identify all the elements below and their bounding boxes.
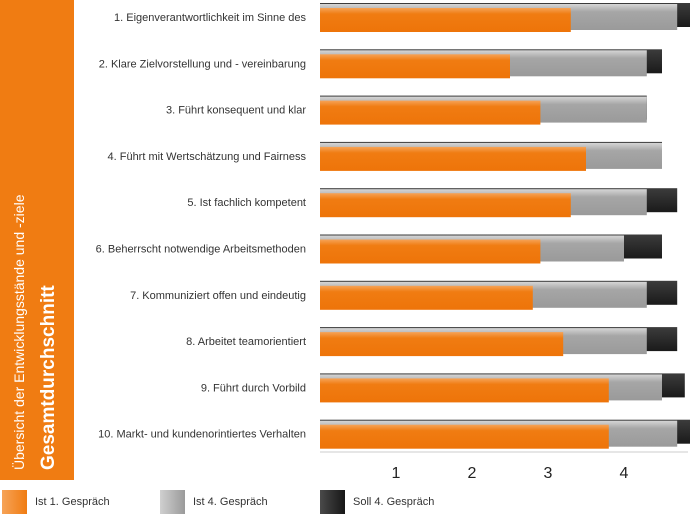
legend: Ist 1. Gespräch Ist 4. Gespräch Soll 4. … [0,488,690,516]
bar-ist-1-9 [320,378,609,403]
x-axis: 12345 [320,451,688,482]
category-label-4: 4. Führt mit Wertschätzung und Fairness [108,151,307,163]
legend-swatch-gray [160,490,185,514]
category-label-10: 10. Markt- und kundenorintiertes Verhalt… [98,429,306,441]
chart: 1. Eigenverantwortlichkeit im Sinne des 2… [96,3,690,482]
side-title: Gesamtdurchschnitt [38,285,59,470]
bar-ist-1-2 [320,54,510,79]
category-label-5: 5. Ist fachlich kompetent [187,197,306,209]
legend-swatch-dark [320,490,345,514]
side-band-titles: Übersicht der Entwicklungsstände und -zi… [10,194,59,470]
bar-ist-1-8 [320,332,564,357]
x-tick-label-2: 2 [468,465,477,482]
bar-ist-1-5 [320,193,571,218]
legend-label-ist-4: Ist 4. Gespräch [193,496,268,508]
category-label-6: 6. Beherrscht notwendige Arbeitsmethoden [96,244,306,256]
legend-label-soll-4: Soll 4. Gespräch [353,496,435,508]
bar-ist-1-10 [320,424,609,449]
legend-item-soll-4: Soll 4. Gespräch [320,488,434,516]
bar-ist-1-7 [320,285,533,310]
category-labels: 1. Eigenverantwortlichkeit im Sinne des 2… [96,12,307,441]
category-label-3: 3. Führt konsequent und klar [166,105,306,117]
category-label-9: 9. Führt durch Vorbild [201,382,306,394]
bar-ist-1-4 [320,146,586,171]
legend-label-ist-1: Ist 1. Gespräch [35,496,110,508]
side-subtitle: Übersicht der Entwicklungsstände und -zi… [10,194,27,470]
bar-ist-1-1 [320,8,571,32]
bars-layer [320,3,690,449]
legend-item-ist-4: Ist 4. Gespräch [160,488,268,516]
category-label-8: 8. Arbeitet teamorientiert [186,336,306,348]
legend-swatch-orange [2,490,27,514]
bar-ist-1-6 [320,239,541,264]
bar-ist-1-3 [320,100,541,125]
x-tick-label-4: 4 [620,465,629,482]
category-label-2: 2. Klare Zielvorstellung und - vereinbar… [99,58,306,70]
legend-item-ist-1: Ist 1. Gespräch [2,488,110,516]
x-tick-label-3: 3 [544,465,553,482]
category-label-1: 1. Eigenverantwortlichkeit im Sinne des [114,12,306,24]
x-tick-label-1: 1 [392,465,401,482]
side-band: Übersicht der Entwicklungsstände und -zi… [0,0,74,480]
category-label-7: 7. Kommuniziert offen und eindeutig [130,290,306,302]
